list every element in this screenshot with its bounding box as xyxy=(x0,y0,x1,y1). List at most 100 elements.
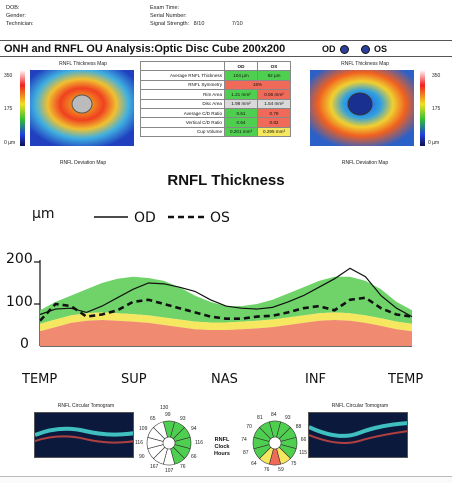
abnormal-band-red xyxy=(40,319,412,346)
metric-label: Rim Area xyxy=(140,89,225,100)
os-clock-value: 93 xyxy=(284,415,291,422)
legend-os-label: OS xyxy=(210,210,230,226)
metrics-row: Disc Area 1.98 mm² 1.54 mm² xyxy=(140,98,291,109)
metric-os-value: 0.56 mm² xyxy=(257,89,291,100)
od-clock-value: 90 xyxy=(139,454,145,460)
y-tick-200: 200 xyxy=(6,251,33,267)
metric-os-value: 92 µm xyxy=(257,70,291,81)
y-tick-0: 0 xyxy=(20,336,29,352)
os-clock-value: 81 xyxy=(257,415,263,422)
metrics-row: RNFL Symmetry 16% xyxy=(140,79,291,91)
borderline-band-yellow xyxy=(40,312,412,332)
od-clock-top-value: 130 xyxy=(160,405,169,411)
x-label-sup: SUP xyxy=(121,372,147,387)
clock-hours-title: RNFL Clock Hours xyxy=(214,437,230,457)
metric-label: Disc Area xyxy=(140,98,225,109)
od-optic-disc xyxy=(71,94,93,114)
dob-label: DOB: xyxy=(6,5,20,11)
bottom-bar xyxy=(0,476,452,483)
metric-od-value: 1.21 mm² xyxy=(224,89,258,100)
os-map-tick-min: 0 µm xyxy=(428,140,440,146)
serial-number-label: Serial Number: xyxy=(150,13,187,19)
od-clock-value: 94 xyxy=(190,426,197,432)
os-clock-value: 59 xyxy=(278,467,284,474)
patient-info: DOB: Gender: Technician: xyxy=(6,4,34,28)
os-map-tick-max: 350 xyxy=(432,73,441,79)
od-map-tick-max: 350 xyxy=(4,73,13,79)
od-thickness-map-title: RNFL Thickness Map xyxy=(59,61,107,67)
od-map-tick-mid: 175 xyxy=(4,106,13,112)
exam-time-label: Exam Time: xyxy=(150,5,180,11)
metrics-row: Average C/D Ratio 0.61 0.79 xyxy=(140,107,291,119)
od-clock-value: 93 xyxy=(180,415,186,422)
metric-od-value: 0.201 mm³ xyxy=(224,126,258,138)
os-optic-disc xyxy=(347,92,373,116)
normal-band-green xyxy=(40,276,412,324)
y-unit-label: µm xyxy=(32,206,55,222)
series-line-od xyxy=(39,267,413,318)
od-circular-tomogram xyxy=(34,412,134,458)
od-clock-value: 167 xyxy=(150,464,159,471)
os-clock-value: 115 xyxy=(299,449,308,456)
metrics-row: Cup Volume 0.201 mm³ 0.295 mm³ xyxy=(140,126,291,138)
metrics-row: Vertical C/D Ratio 0.64 0.82 xyxy=(140,117,291,128)
od-clock-sector xyxy=(153,421,168,440)
os-circular-tomogram xyxy=(308,412,408,458)
metric-label: Vertical C/D Ratio xyxy=(140,117,225,128)
metric-os-value: 0.82 xyxy=(257,117,291,128)
os-clock-value: 66 xyxy=(300,436,307,443)
os-clock-hours-chart xyxy=(252,420,298,466)
os-eye-icon xyxy=(361,45,370,54)
os-clock-value: 76 xyxy=(263,467,270,474)
os-clock-value: 88 xyxy=(295,424,302,431)
legend-od-label: OD xyxy=(134,210,156,226)
od-clock-value: 116 xyxy=(135,440,143,446)
technician-label: Technician: xyxy=(6,21,34,27)
metrics-col-os: OS xyxy=(257,60,291,72)
metric-od-value: 0.61 xyxy=(224,107,258,119)
os-clock-value: 75 xyxy=(290,460,297,467)
os-tomogram-title: RNFL Circular Tomogram xyxy=(331,403,389,409)
od-deviation-map-title: RNFL Deviation Map xyxy=(59,160,107,166)
report-title-bar: ONH and RNFL OU Analysis:Optic Disc Cube… xyxy=(0,40,452,57)
y-tick-100: 100 xyxy=(6,294,33,310)
metrics-header-row: OD OS xyxy=(140,60,291,72)
od-clock-value: 116 xyxy=(195,440,203,446)
metric-label: RNFL Symmetry xyxy=(140,79,225,91)
od-clock-value: 107 xyxy=(165,468,174,474)
signal-strength-label: Signal Strength: xyxy=(150,21,190,27)
metric-os-value: 1.54 mm² xyxy=(257,98,291,109)
od-tomogram-title: RNFL Circular Tomogram xyxy=(57,403,115,409)
rnfl-thickness-title: RNFL Thickness xyxy=(167,172,285,189)
metrics-row: Rim Area 1.21 mm² 0.56 mm² xyxy=(140,89,291,100)
od-clock-value: 65 xyxy=(150,415,156,422)
x-label-temp-left: TEMP xyxy=(22,372,58,387)
os-clock-value: 84 xyxy=(271,412,277,418)
os-clock-value: 87 xyxy=(242,449,249,456)
metric-label: Average RNFL Thickness xyxy=(140,70,225,81)
os-clock-value: 74 xyxy=(241,436,247,443)
rnfl-thickness-chart xyxy=(34,215,413,347)
od-clock-hours-chart xyxy=(146,420,192,466)
os-clock-value: 64 xyxy=(251,460,257,467)
x-label-inf: INF xyxy=(305,372,327,387)
metric-os-value: 0.295 mm³ xyxy=(257,126,291,138)
os-thickness-map-title: RNFL Thickness Map xyxy=(341,61,389,67)
os-map-tick-mid: 175 xyxy=(432,106,441,112)
exam-info: Exam Time: Serial Number: Signal Strengt… xyxy=(150,4,243,28)
x-label-nas: NAS xyxy=(211,372,238,387)
od-label: OD xyxy=(322,44,336,54)
od-clock-value: 99 xyxy=(165,412,171,418)
os-thickness-map xyxy=(310,70,425,146)
os-deviation-map-title: RNFL Deviation Map xyxy=(341,160,389,166)
od-clock-value: 109 xyxy=(139,426,148,432)
os-clock-value: 70 xyxy=(246,424,252,431)
metric-os-value: 0.79 xyxy=(257,107,291,119)
metric-label: Average C/D Ratio xyxy=(140,107,225,119)
series-line-os xyxy=(39,296,413,322)
signal-os-value: 7/10 xyxy=(231,21,243,27)
metric-od-value: 0.64 xyxy=(224,117,258,128)
od-thickness-map xyxy=(20,70,134,146)
metrics-row: Average RNFL Thickness 104 µm 92 µm xyxy=(140,70,291,81)
od-eye-icon xyxy=(340,45,349,54)
